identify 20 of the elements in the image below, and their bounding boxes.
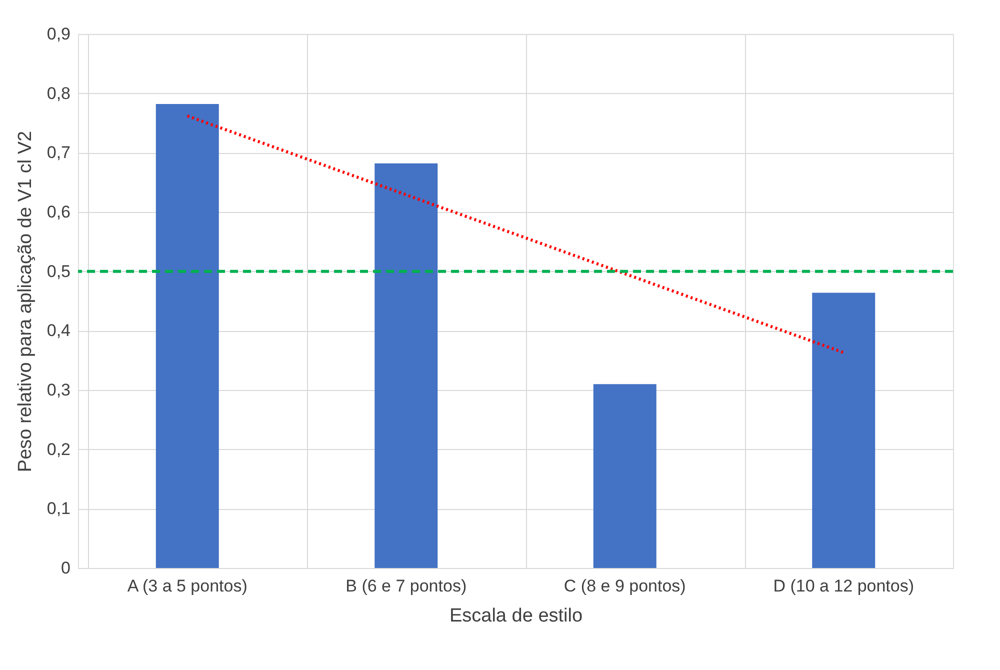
x-axis-title: Escala de estilo [449,606,583,626]
y-tick-label: 0,1 [46,499,70,518]
y-tick-label: 0,3 [46,380,70,400]
bar [156,104,219,568]
y-tick-label: 0,4 [46,321,70,340]
bar [374,163,438,568]
x-tick-label: B (6 e 7 pontos) [346,576,467,596]
y-tick-label: 0,9 [46,24,70,44]
y-axis-title: Peso relativo para aplicação de V1 cl V2 [14,130,36,472]
y-tick-label: 0 [61,558,70,578]
bar [812,292,876,568]
x-tick-label: D (10 a 12 pontos) [773,576,914,596]
x-tick-label: C (8 e 9 pontos) [564,576,686,596]
bar [593,384,656,568]
y-tick-label: 0,6 [46,202,70,222]
y-tick-label: 0,8 [46,84,70,103]
x-tick-label: A (3 a 5 pontos) [127,576,248,596]
y-tick-label: 0,2 [46,440,70,459]
y-tick-label: 0,5 [46,262,70,281]
y-tick-label: 0,7 [46,143,70,162]
